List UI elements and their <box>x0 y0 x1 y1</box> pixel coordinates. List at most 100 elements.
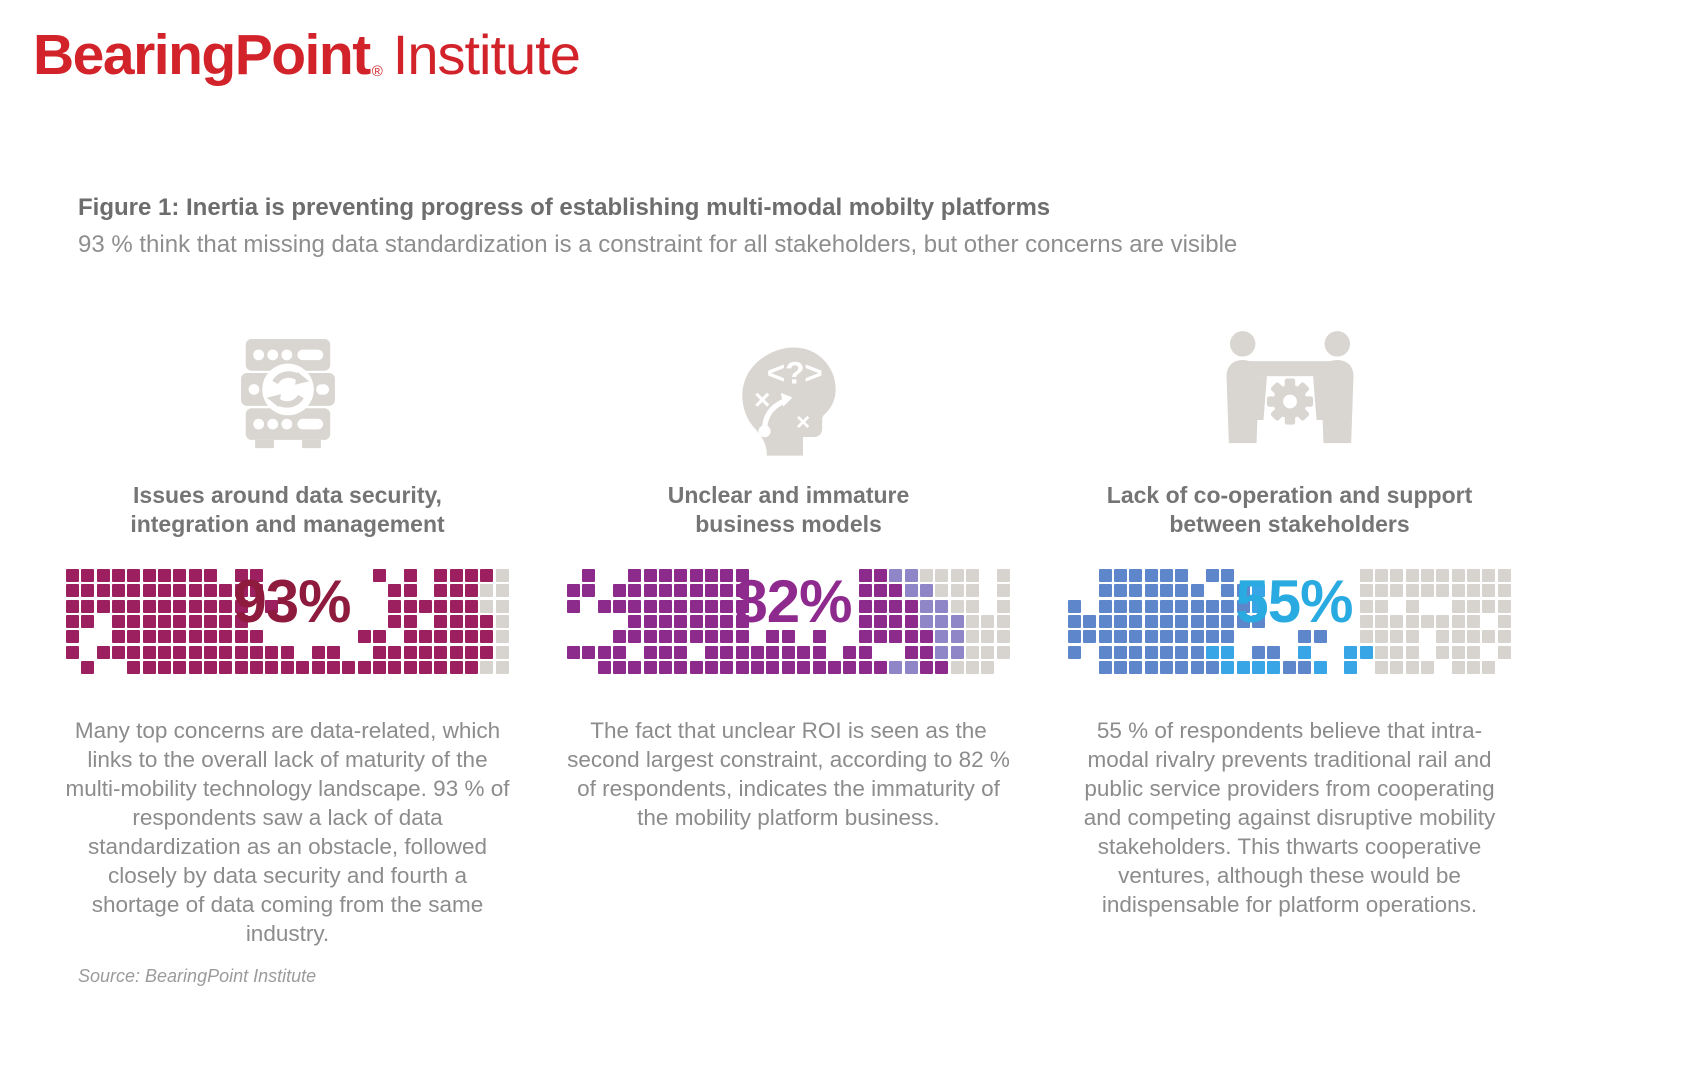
waffle-cell <box>873 615 887 629</box>
waffle-cell <box>1175 661 1189 675</box>
waffle-cell <box>950 599 964 613</box>
waffle-cell <box>1236 599 1250 613</box>
waffle-cell <box>889 615 903 629</box>
waffle-cell <box>567 584 580 598</box>
waffle-cell <box>659 645 673 659</box>
waffle-cell <box>950 569 964 582</box>
waffle-cell <box>1252 645 1266 659</box>
waffle-cell <box>173 615 187 629</box>
waffle-cell <box>1405 584 1419 598</box>
waffle-cell <box>904 569 918 582</box>
waffle-cell <box>597 599 611 613</box>
waffle-cell <box>674 661 688 675</box>
waffle-cell <box>766 645 780 659</box>
waffle-cell <box>1068 645 1081 659</box>
waffle-cell <box>480 661 494 675</box>
waffle-cell <box>628 661 642 675</box>
figure-subtitle: 93 % think that missing data standardiza… <box>78 231 1238 258</box>
waffle-cell <box>388 645 402 659</box>
waffle-cell <box>996 599 1010 613</box>
waffle-cell <box>1068 599 1081 613</box>
waffle-cell <box>643 645 657 659</box>
waffle-cell <box>96 569 110 582</box>
waffle-cell <box>403 661 417 675</box>
waffle-cell <box>659 569 673 582</box>
waffle-cell <box>1436 569 1450 582</box>
waffle-cell <box>1175 584 1189 598</box>
stakeholders-gear-icon-svg <box>1226 331 1353 444</box>
waffle-cell <box>112 615 126 629</box>
waffle-cell <box>1160 615 1174 629</box>
waffle-cell <box>480 645 494 659</box>
waffle-cell <box>1374 569 1388 582</box>
waffle-cell <box>158 569 172 582</box>
waffle-cell <box>996 569 1010 582</box>
waffle-cell <box>935 584 949 598</box>
waffle-cell <box>188 645 202 659</box>
waffle-cell <box>495 661 509 675</box>
waffle-cell <box>1451 584 1465 598</box>
waffle-cell <box>643 584 657 598</box>
waffle-cell <box>1175 599 1189 613</box>
waffle-cell <box>173 630 187 644</box>
waffle-cell <box>1390 615 1404 629</box>
waffle-cell <box>418 599 432 613</box>
waffle-cell <box>142 569 156 582</box>
waffle-cell <box>1374 615 1388 629</box>
waffle-cell <box>935 569 949 582</box>
heading-line-2: integration and management <box>130 511 445 537</box>
waffle-cell <box>996 584 1010 598</box>
logo-brand-text: BearingPoint <box>33 23 371 87</box>
waffle-cell <box>919 630 933 644</box>
waffle-cell <box>889 630 903 644</box>
waffle-cell <box>1144 661 1158 675</box>
waffle-cell <box>919 615 933 629</box>
waffle-cell <box>1221 615 1235 629</box>
waffle-cell <box>81 661 95 675</box>
column-business-models: <?> × × Unclear and immature business mo… <box>566 330 1011 948</box>
waffle-cell <box>311 645 325 659</box>
waffle-cell <box>1114 630 1128 644</box>
waffle-cell <box>219 599 233 613</box>
waffle-cell <box>173 661 187 675</box>
waffle-cell <box>1068 615 1081 629</box>
waffle-cell <box>372 661 386 675</box>
waffle-cell <box>403 630 417 644</box>
waffle-cell <box>720 584 734 598</box>
waffle-cell <box>96 584 110 598</box>
figure-title: Figure 1: Inertia is preventing progress… <box>78 194 1051 221</box>
waffle-cell <box>1497 569 1511 582</box>
waffle-cell <box>1436 645 1450 659</box>
waffle-cell <box>173 569 187 582</box>
waffle-cell <box>1144 645 1158 659</box>
waffle-cell <box>388 615 402 629</box>
waffle-cell <box>674 615 688 629</box>
waffle-cell <box>388 661 402 675</box>
waffle-cell <box>1405 630 1419 644</box>
waffle-cell <box>326 661 340 675</box>
waffle-cell <box>449 661 463 675</box>
waffle-cell <box>735 645 749 659</box>
heading-line-2: between stakeholders <box>1169 511 1410 537</box>
waffle-cell <box>689 615 703 629</box>
waffle-cell <box>904 645 918 659</box>
waffle-cell <box>720 645 734 659</box>
waffle-cell <box>234 615 248 629</box>
waffle-cell <box>904 661 918 675</box>
waffle-cell <box>705 584 719 598</box>
waffle-cell <box>464 630 478 644</box>
waffle-cell <box>720 599 734 613</box>
waffle-cell <box>766 630 780 644</box>
waffle-cell <box>1114 645 1128 659</box>
waffle-cell <box>434 569 448 582</box>
waffle-cell <box>858 645 872 659</box>
waffle-cell <box>659 584 673 598</box>
waffle-cell <box>1344 661 1358 675</box>
waffle-cell <box>1420 584 1434 598</box>
waffle-cell <box>1374 584 1388 598</box>
heading-line-1: Issues around data security, <box>133 482 442 508</box>
waffle-cell <box>797 661 811 675</box>
waffle-cell <box>434 615 448 629</box>
waffle-cell <box>142 599 156 613</box>
waffle-cell <box>112 569 126 582</box>
